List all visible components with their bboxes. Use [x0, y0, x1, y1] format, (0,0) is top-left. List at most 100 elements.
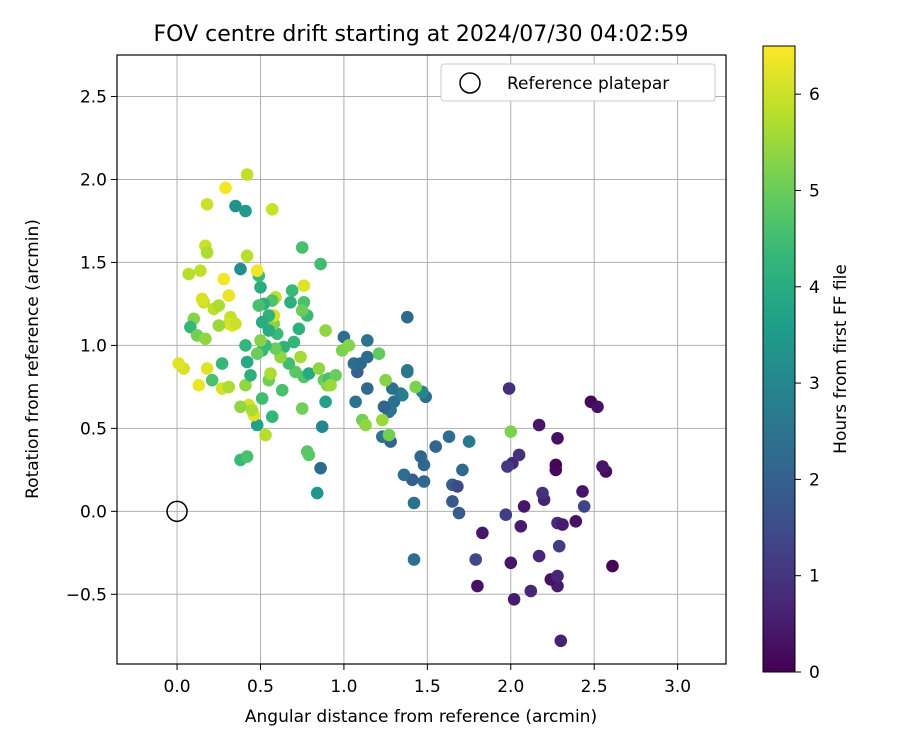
data-point — [200, 246, 214, 259]
data-point — [349, 395, 362, 409]
x-axis-label: Angular distance from reference (arcmin) — [245, 707, 597, 727]
x-tick-label: 0.0 — [164, 677, 191, 697]
y-tick-label: 0.0 — [80, 502, 107, 522]
x-tick-label: 0.5 — [247, 677, 274, 697]
data-point — [514, 520, 528, 533]
x-axis-ticks: 0.0 0.5 1.0 1.5 2.0 2.5 3.0 — [164, 664, 691, 697]
data-point — [285, 284, 299, 297]
data-point — [215, 357, 229, 370]
data-point — [576, 485, 589, 498]
x-tick-label: 1.0 — [330, 677, 357, 697]
data-point — [295, 241, 309, 254]
data-point — [502, 382, 516, 395]
data-point — [372, 347, 386, 361]
data-point — [240, 355, 254, 369]
data-point — [442, 430, 456, 444]
data-point — [452, 506, 466, 520]
data-point — [200, 198, 214, 211]
data-point — [250, 264, 264, 278]
colorbar-tick-label: 3 — [809, 374, 820, 394]
data-point — [536, 486, 549, 500]
data-point — [294, 350, 307, 364]
data-point — [265, 410, 279, 424]
reference-marker — [166, 500, 188, 523]
grid-lines — [117, 55, 726, 664]
data-point — [551, 432, 564, 445]
data-point — [476, 526, 489, 540]
data-point — [212, 299, 226, 312]
data-point — [254, 334, 267, 347]
data-point — [387, 395, 401, 409]
colorbar-gradient — [762, 45, 796, 673]
data-point — [199, 332, 212, 346]
data-point — [606, 559, 619, 573]
data-point — [329, 369, 342, 382]
data-point — [222, 289, 236, 302]
colorbar-ticks: 0 1 2 3 4 5 6 — [795, 85, 820, 683]
data-point — [287, 335, 301, 349]
data-point — [376, 413, 389, 427]
data-point — [284, 296, 297, 309]
data-point — [379, 373, 392, 387]
data-point — [194, 264, 207, 278]
data-point — [407, 553, 421, 566]
data-point — [409, 380, 423, 394]
colorbar-tick-label: 1 — [809, 567, 820, 587]
data-point — [554, 634, 568, 648]
data-point — [377, 400, 391, 414]
plot-frame — [116, 54, 727, 665]
data-point — [239, 378, 252, 392]
y-tick-label: 0.5 — [80, 419, 107, 439]
data-point — [240, 450, 254, 463]
data-point — [417, 475, 431, 488]
data-point — [245, 403, 259, 417]
data-point — [577, 500, 591, 513]
data-point — [192, 378, 206, 392]
data-point — [361, 350, 374, 364]
y-tick-label: 1.5 — [80, 253, 107, 273]
data-point — [212, 319, 226, 332]
data-point — [234, 262, 247, 276]
data-point — [401, 310, 414, 324]
colorbar: 0 1 2 3 4 5 6 Hours from first FF file — [762, 45, 851, 683]
data-point — [552, 539, 566, 553]
data-point — [217, 272, 231, 286]
data-point — [265, 203, 279, 216]
data-point — [222, 380, 236, 394]
y-tick-label: 1.0 — [80, 336, 107, 356]
data-point — [239, 204, 252, 218]
data-point — [312, 362, 326, 375]
data-point — [429, 440, 443, 453]
data-point — [401, 364, 414, 377]
data-point — [195, 292, 209, 306]
data-point — [295, 402, 309, 415]
chart-title: FOV centre drift starting at 2024/07/30 … — [154, 22, 689, 47]
data-point — [361, 382, 374, 395]
data-point — [259, 428, 272, 442]
y-axis-ticks: −0.5 0.0 0.5 1.0 1.5 2.0 2.5 — [66, 87, 117, 605]
y-tick-label: −0.5 — [66, 585, 107, 605]
colorbar-tick-label: 4 — [809, 278, 820, 298]
data-point — [342, 339, 356, 352]
data-points — [172, 168, 619, 648]
data-point — [292, 322, 306, 336]
data-point — [549, 458, 563, 472]
data-point — [501, 460, 514, 473]
data-point — [182, 267, 195, 281]
data-point — [359, 418, 372, 432]
data-point — [524, 584, 538, 598]
data-point — [252, 299, 266, 312]
x-tick-label: 2.5 — [581, 677, 608, 697]
data-point — [471, 579, 484, 593]
colorbar-tick-label: 5 — [809, 181, 820, 201]
data-point — [462, 435, 476, 448]
data-point — [275, 383, 289, 397]
data-point — [172, 357, 185, 370]
data-point — [254, 281, 267, 294]
data-point — [451, 480, 464, 493]
data-point — [532, 418, 546, 432]
data-point — [382, 428, 396, 442]
data-point — [269, 342, 282, 356]
data-point — [314, 257, 327, 271]
